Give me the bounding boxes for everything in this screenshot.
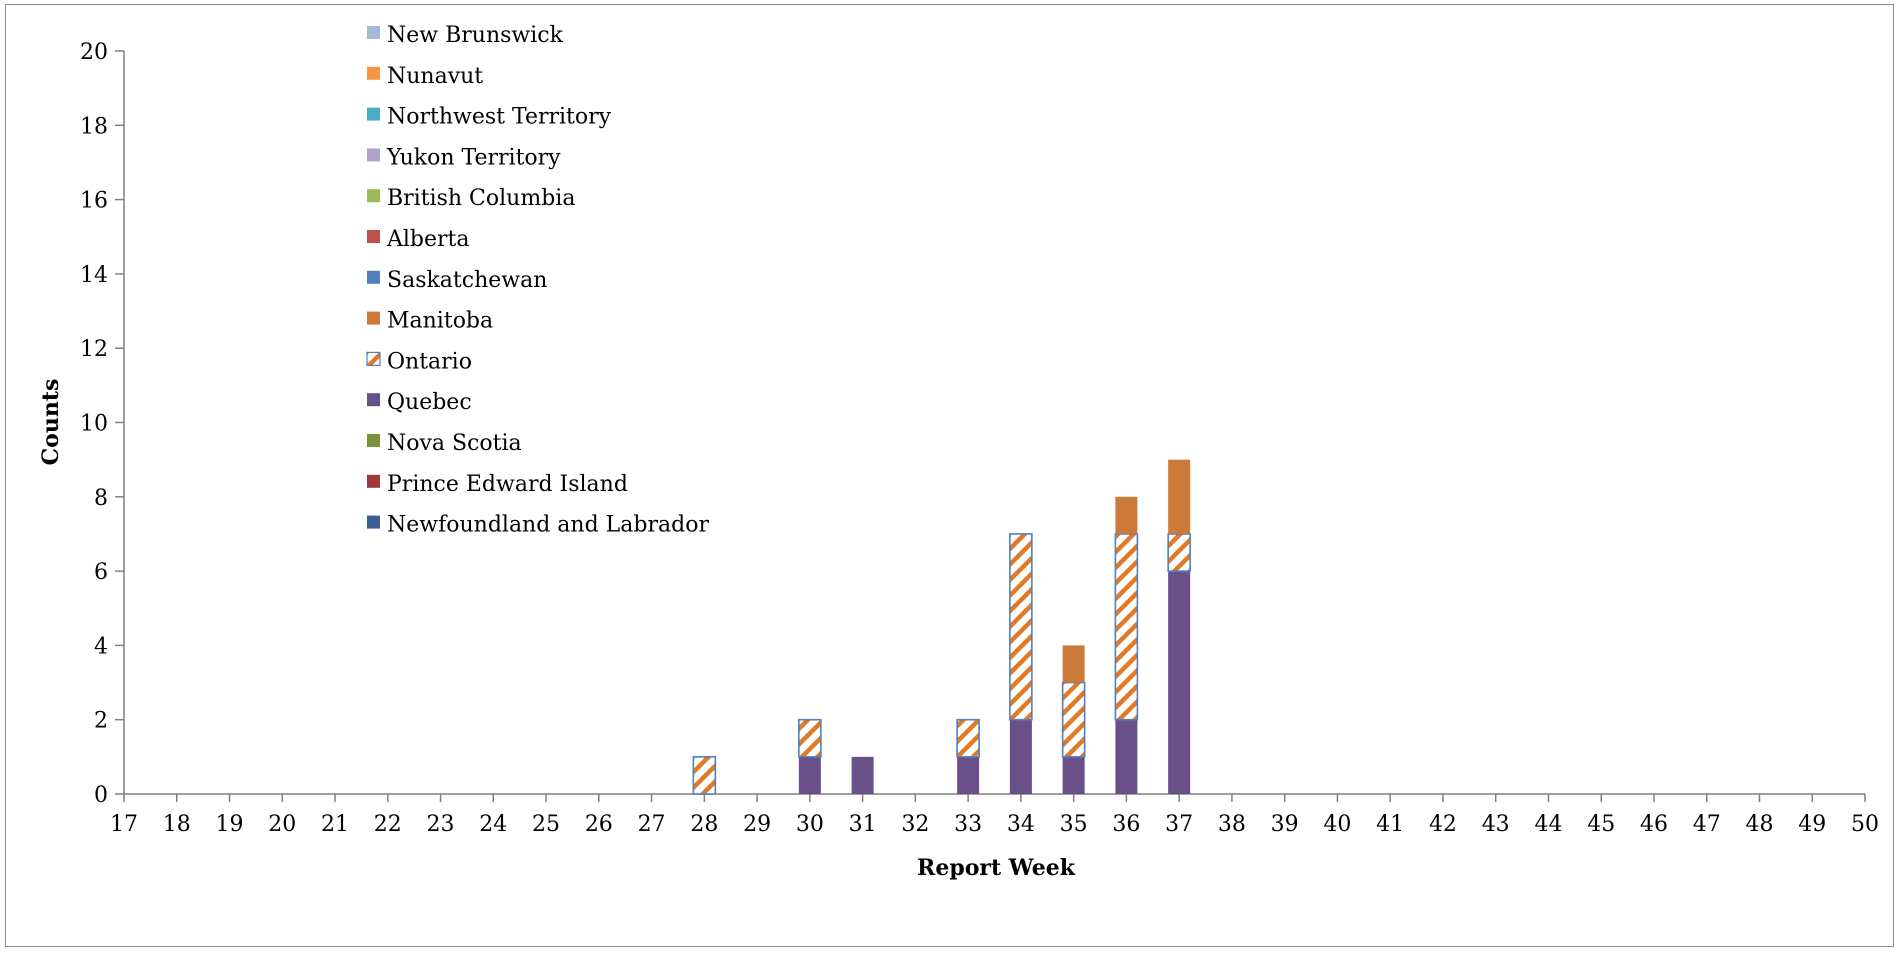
x-tick-label: 30 bbox=[796, 812, 824, 837]
bar-quebec-week-33 bbox=[957, 756, 980, 794]
y-tick-label: 14 bbox=[80, 263, 108, 288]
bar-ontario-week-37 bbox=[1167, 533, 1191, 572]
bar-ontario-week-28 bbox=[692, 756, 717, 795]
legend-swatch-manitoba bbox=[367, 311, 380, 325]
x-tick-label: 43 bbox=[1482, 812, 1510, 837]
legend-label: Nunavut bbox=[387, 64, 483, 89]
x-tick-label: 42 bbox=[1429, 812, 1457, 837]
x-tick-label: 21 bbox=[321, 812, 349, 837]
bar-quebec-week-35 bbox=[1062, 756, 1085, 794]
y-tick-label: 6 bbox=[94, 560, 108, 585]
bar-quebec-week-30 bbox=[798, 756, 821, 794]
x-tick-label: 36 bbox=[1112, 812, 1140, 837]
x-tick-label: 22 bbox=[374, 812, 402, 837]
x-tick-label: 47 bbox=[1693, 812, 1721, 837]
x-axis-title: Report Week bbox=[917, 855, 1076, 881]
y-tick-label: 0 bbox=[94, 783, 108, 808]
legend-swatch-saskatchewan bbox=[367, 270, 380, 284]
y-tick-label: 20 bbox=[80, 40, 108, 65]
y-tick-label: 10 bbox=[80, 412, 108, 437]
legend-swatch-nova-scotia bbox=[367, 434, 380, 447]
x-tick-label: 44 bbox=[1534, 812, 1562, 837]
legend-swatch-new-brunswick bbox=[367, 26, 380, 39]
x-tick-label: 37 bbox=[1165, 812, 1193, 837]
x-tick-label: 23 bbox=[427, 812, 455, 837]
bar-ontario-week-36 bbox=[1114, 533, 1139, 721]
y-tick-label: 18 bbox=[80, 114, 108, 139]
legend-swatch-ontario bbox=[366, 351, 381, 366]
x-tick-label: 19 bbox=[216, 812, 244, 837]
legend-label: Northwest Territory bbox=[387, 105, 612, 130]
legend-label: New Brunswick bbox=[387, 23, 564, 48]
x-tick-label: 45 bbox=[1587, 812, 1615, 837]
x-tick-label: 25 bbox=[532, 812, 560, 837]
bar-quebec-week-37 bbox=[1168, 571, 1191, 794]
legend-swatch-newfoundland-and-labrador bbox=[367, 515, 380, 529]
x-tick-label: 38 bbox=[1218, 812, 1246, 837]
y-tick-label: 4 bbox=[94, 634, 108, 659]
y-tick-label: 12 bbox=[80, 337, 108, 362]
legend-label: Alberta bbox=[386, 227, 470, 252]
legend-label: Prince Edward Island bbox=[387, 472, 628, 497]
x-tick-label: 31 bbox=[849, 812, 877, 837]
y-axis-title: Counts bbox=[38, 379, 64, 466]
legend-label: Newfoundland and Labrador bbox=[387, 513, 709, 538]
x-tick-label: 41 bbox=[1376, 812, 1404, 837]
x-tick-label: 32 bbox=[901, 812, 929, 837]
bar-manitoba-week-35 bbox=[1062, 645, 1085, 683]
legend-label: Manitoba bbox=[387, 309, 493, 334]
legend-swatch-nunavut bbox=[367, 66, 380, 80]
x-tick-label: 40 bbox=[1323, 812, 1351, 837]
x-tick-label: 50 bbox=[1851, 812, 1879, 837]
legend-swatch-prince-edward-island bbox=[367, 474, 380, 488]
x-tick-label: 39 bbox=[1271, 812, 1299, 837]
legend-label: Nova Scotia bbox=[387, 431, 522, 456]
bar-quebec-week-31 bbox=[851, 756, 874, 794]
bar-manitoba-week-36 bbox=[1115, 496, 1138, 534]
x-tick-label: 33 bbox=[954, 812, 982, 837]
y-tick-label: 8 bbox=[94, 486, 108, 511]
bar-manitoba-week-37 bbox=[1168, 459, 1191, 534]
x-tick-label: 46 bbox=[1640, 812, 1668, 837]
legend-label: Yukon Territory bbox=[386, 145, 561, 170]
legend-swatch-british-columbia bbox=[367, 189, 380, 203]
x-tick-label: 35 bbox=[1060, 812, 1088, 837]
bar-ontario-week-30 bbox=[798, 718, 822, 758]
x-axis: 17 18 19 20 21 22 23 24 25 26 27 28 29 30 31 32 33 34 35 36… bbox=[110, 793, 1879, 837]
x-tick-label: 48 bbox=[1745, 812, 1773, 837]
bar-quebec-week-34 bbox=[1009, 719, 1032, 794]
legend-swatch-northwest-territory bbox=[367, 107, 380, 121]
x-tick-label: 27 bbox=[638, 812, 666, 837]
y-tick-label: 16 bbox=[80, 189, 108, 214]
legend-swatch-yukon-territory bbox=[367, 148, 380, 162]
x-tick-label: 49 bbox=[1798, 812, 1826, 837]
x-tick-label: 18 bbox=[163, 812, 191, 837]
x-tick-label: 17 bbox=[110, 812, 138, 837]
legend-swatch-quebec bbox=[367, 393, 380, 407]
bar-ontario-week-35 bbox=[1061, 681, 1086, 758]
legend-swatch-alberta bbox=[367, 230, 380, 243]
x-tick-label: 20 bbox=[268, 812, 296, 837]
x-tick-label: 34 bbox=[1007, 812, 1035, 837]
legend-label: British Columbia bbox=[387, 186, 575, 211]
bars bbox=[692, 459, 1191, 795]
x-tick-label: 29 bbox=[743, 812, 771, 837]
x-tick-label: 24 bbox=[479, 812, 507, 837]
bar-ontario-week-34 bbox=[1009, 533, 1033, 721]
bar-quebec-week-36 bbox=[1115, 719, 1138, 794]
x-tick-label: 28 bbox=[690, 812, 718, 837]
x-tick-label: 26 bbox=[585, 812, 613, 837]
bar-ontario-week-33 bbox=[956, 718, 980, 758]
y-tick-label: 2 bbox=[94, 709, 108, 734]
y-axis: 0 2 4 6 8 10 12 14 16 18 20 bbox=[80, 40, 125, 808]
legend-label: Quebec bbox=[387, 390, 472, 415]
chart-frame bbox=[5, 4, 1894, 947]
legend-label: Saskatchewan bbox=[387, 268, 547, 293]
legend-label: Ontario bbox=[387, 349, 472, 374]
legend: New Brunswick Nunavut Northwest Territory Y… bbox=[366, 23, 709, 538]
